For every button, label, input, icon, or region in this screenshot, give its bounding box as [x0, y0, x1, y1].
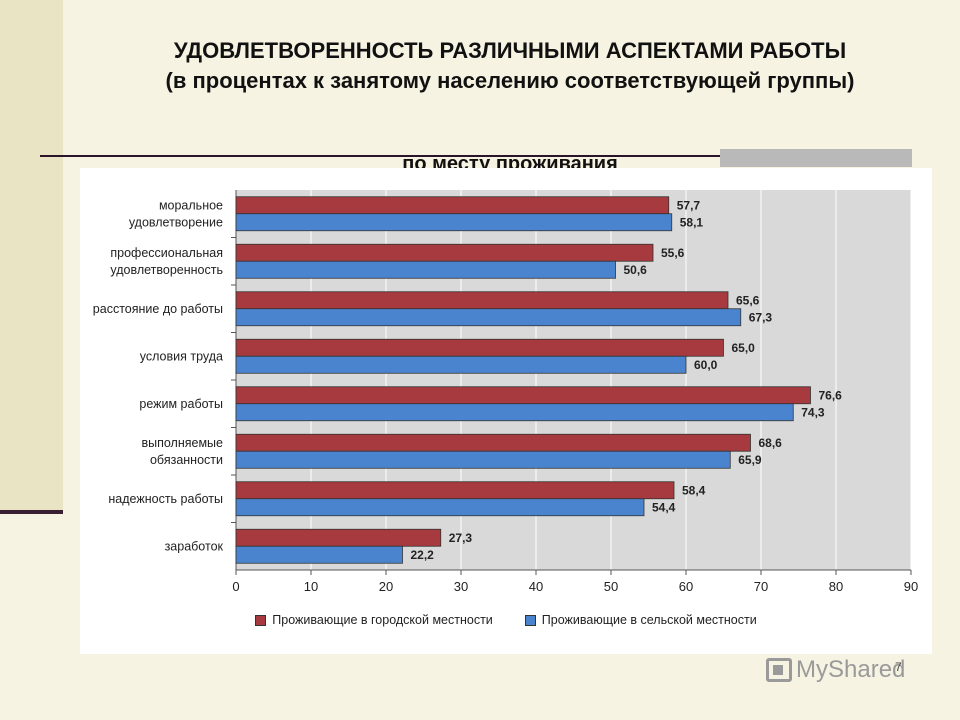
category-label: профессиональная: [110, 246, 223, 260]
chart-title: УДОВЛЕТВОРЕННОСТЬ РАЗЛИЧНЫМИ АСПЕКТАМИ Р…: [173, 38, 847, 63]
data-label-rural: 74,3: [801, 405, 825, 419]
category-label: моральное: [159, 198, 223, 212]
data-label-urban: 68,6: [759, 436, 783, 450]
x-tick-label: 80: [829, 579, 843, 594]
bar-rural: [235, 545, 403, 564]
chart-area: 0 10 20 30 40 50 60 70 80 90 моральное удовлетворен…: [80, 168, 932, 654]
x-tick-label: 50: [604, 579, 618, 594]
category-label: удовлетворенность: [110, 263, 223, 277]
data-label-urban: 65,6: [736, 293, 760, 307]
title-block: УДОВЛЕТВОРЕННОСТЬ РАЗЛИЧНЫМИ АСПЕКТАМИ Р…: [60, 36, 960, 177]
side-band-divider: [0, 510, 63, 514]
bar-rural: [235, 450, 731, 469]
legend-swatch-rural: [524, 614, 536, 626]
data-label-urban: 55,6: [661, 246, 685, 260]
data-label-rural: 50,6: [624, 263, 648, 277]
category-label: обязанности: [150, 453, 223, 467]
x-tick-label: 20: [379, 579, 393, 594]
legend-item-urban: Проживающие в городской местности: [255, 613, 493, 627]
bar-urban: [235, 291, 729, 310]
x-tick-label: 60: [679, 579, 693, 594]
data-label-rural: 22,2: [411, 548, 435, 562]
legend-label-urban: Проживающие в городской местности: [272, 613, 493, 627]
data-label-rural: 60,0: [694, 358, 718, 372]
x-tick-label: 90: [904, 579, 918, 594]
legend-item-rural: Проживающие в сельской местности: [524, 613, 757, 627]
bar-urban: [235, 196, 670, 215]
category-label: надежность работы: [108, 492, 223, 506]
data-label-rural: 67,3: [749, 310, 773, 324]
x-tick-label: 30: [454, 579, 468, 594]
legend: Проживающие в городской местности Прожив…: [80, 613, 932, 627]
watermark-text: MyShared: [796, 656, 906, 683]
data-label-rural: 58,1: [680, 215, 704, 229]
data-label-urban: 58,4: [682, 483, 706, 497]
bar-urban: [235, 528, 442, 547]
bar-rural: [235, 498, 645, 517]
category-label: режим работы: [139, 397, 223, 411]
data-label-urban: 76,6: [819, 388, 843, 402]
page-number: 7: [895, 660, 902, 674]
bar-urban: [235, 386, 811, 405]
category-label: заработок: [165, 539, 224, 553]
watermark-logo-icon: [766, 658, 792, 682]
data-label-rural: 65,9: [738, 453, 762, 467]
watermark: MyShared: [766, 656, 905, 684]
bar-rural: [235, 403, 794, 422]
title-rule-accent: [720, 149, 912, 167]
x-tick-label: 10: [304, 579, 318, 594]
side-band: [0, 0, 63, 514]
bar-rural: [235, 213, 673, 232]
legend-label-rural: Проживающие в сельской местности: [541, 613, 757, 627]
x-tick-label: 0: [232, 579, 239, 594]
category-label: удовлетворение: [129, 215, 223, 229]
data-label-urban: 57,7: [677, 198, 701, 212]
data-label-urban: 65,0: [732, 341, 756, 355]
category-label: условия труда: [140, 349, 223, 363]
bar-urban: [235, 338, 724, 357]
chart-title-units: (в процентах к занятому населению соотве…: [165, 68, 855, 93]
bar-urban: [235, 481, 675, 500]
bar-chart: 0 10 20 30 40 50 60 70 80 90 моральное удовлетворен…: [93, 190, 918, 594]
category-label: расстояние до работы: [93, 302, 223, 316]
x-tick-label: 40: [529, 579, 543, 594]
x-tick-label: 70: [754, 579, 768, 594]
title-rule: [40, 155, 912, 157]
bar-urban: [235, 243, 654, 262]
data-label-rural: 54,4: [652, 500, 676, 514]
bar-rural: [235, 260, 616, 279]
legend-swatch-urban: [255, 614, 267, 626]
data-label-urban: 27,3: [449, 531, 473, 545]
category-label: выполняемые: [141, 436, 223, 450]
bar-rural: [235, 355, 687, 374]
bar-urban: [235, 433, 751, 452]
bar-rural: [235, 308, 742, 327]
